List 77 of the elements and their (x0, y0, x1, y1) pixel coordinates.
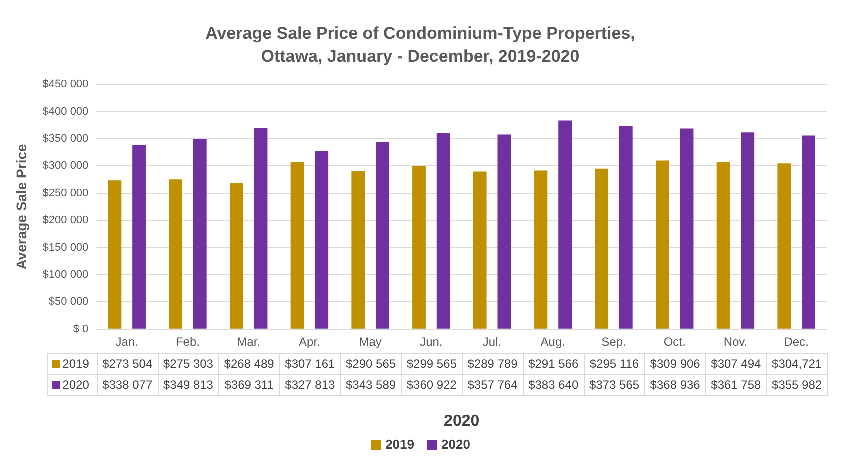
bar (376, 142, 390, 329)
data-label: $327 813 (280, 374, 341, 396)
y-tick-label: $150 000 (42, 242, 89, 254)
x-tick-label: Nov. (724, 334, 748, 349)
bar (315, 151, 329, 329)
bar (436, 133, 450, 329)
x-tick-label: Jun. (420, 334, 443, 349)
data-label: $360 922 (401, 374, 462, 396)
x-axis-title: 2020 (444, 412, 480, 430)
x-tick-label: Aug. (540, 334, 566, 349)
x-tick-label: Oct. (664, 334, 686, 349)
data-label: $289 789 (462, 354, 524, 375)
legend-label: 2019 (47, 354, 98, 375)
data-label: $373 565 (584, 374, 645, 396)
y-tick-label: $300 000 (42, 160, 89, 172)
bar (412, 166, 426, 329)
bar (254, 128, 268, 329)
bar (595, 168, 609, 329)
text: 2019 (386, 437, 414, 452)
data-label: $343 589 (340, 374, 402, 396)
data-label: $268 489 (218, 354, 280, 375)
bar (193, 139, 207, 329)
bar (169, 180, 182, 329)
data-label: $369 311 (218, 374, 280, 396)
data-label: $361 758 (706, 374, 767, 396)
x-tick-label: Feb. (176, 334, 200, 349)
chart-title: Average Sale Price of Condominium-Type Properties, Ottawa, January - December, 2019-2020 (204, 23, 636, 68)
bar (656, 160, 670, 329)
data-label: $338 077 (97, 374, 158, 396)
bar (352, 171, 366, 329)
y-tick-label: $400 000 (42, 106, 89, 118)
data-label: $291 566 (523, 354, 584, 375)
x-tick-label: Sep. (602, 334, 626, 349)
bar (558, 120, 572, 329)
data-label: $368 936 (644, 374, 706, 396)
x-tick-label: Mar. (237, 334, 260, 349)
data-label: $299 565 (401, 354, 462, 375)
text: 2020 (442, 437, 470, 452)
data-label: $383 640 (523, 374, 584, 396)
data-label: $309 906 (644, 354, 706, 375)
y-tick-label: $200 000 (42, 214, 89, 227)
y-tick-label: $450 000 (42, 78, 89, 91)
bar (802, 136, 816, 329)
bar (741, 132, 755, 329)
bar (534, 170, 548, 329)
bar (473, 172, 487, 329)
bar (132, 145, 146, 329)
data-label: $349 813 (158, 374, 219, 396)
bar (680, 128, 694, 329)
bar (619, 126, 633, 329)
y-axis-title: Average Sale Price (13, 144, 30, 270)
bar (290, 162, 304, 329)
y-tick-label: $100 000 (42, 269, 89, 282)
y-tick-label: $50 000 (48, 296, 89, 308)
data-label: $275 303 (158, 354, 219, 375)
data-label: $307 494 (706, 354, 767, 375)
bar (716, 162, 730, 329)
data-label: $295 116 (584, 354, 645, 375)
y-tick-label: $350 000 (42, 133, 89, 146)
y-tick-label: $250 000 (42, 187, 89, 200)
x-tick-label: Jan. (116, 334, 138, 349)
legend-label: 2020 (47, 374, 98, 396)
data-label: $355 982 (766, 374, 828, 396)
data-label: $304,721 (766, 354, 828, 375)
data-label: $357 764 (462, 374, 524, 396)
x-tick-label: May (359, 334, 382, 349)
bar (230, 183, 244, 329)
data-label: $273 504 (97, 354, 158, 375)
y-tick-label: $ 0 (73, 323, 89, 336)
x-tick-label: Apr. (299, 334, 320, 349)
x-tick-label: Jul. (482, 334, 502, 349)
x-tick-label: Dec. (784, 334, 809, 349)
data-label: $290 565 (340, 354, 402, 375)
bar (778, 164, 792, 329)
bar (108, 180, 122, 329)
data-label: $307 161 (280, 354, 341, 375)
bar (498, 134, 512, 329)
